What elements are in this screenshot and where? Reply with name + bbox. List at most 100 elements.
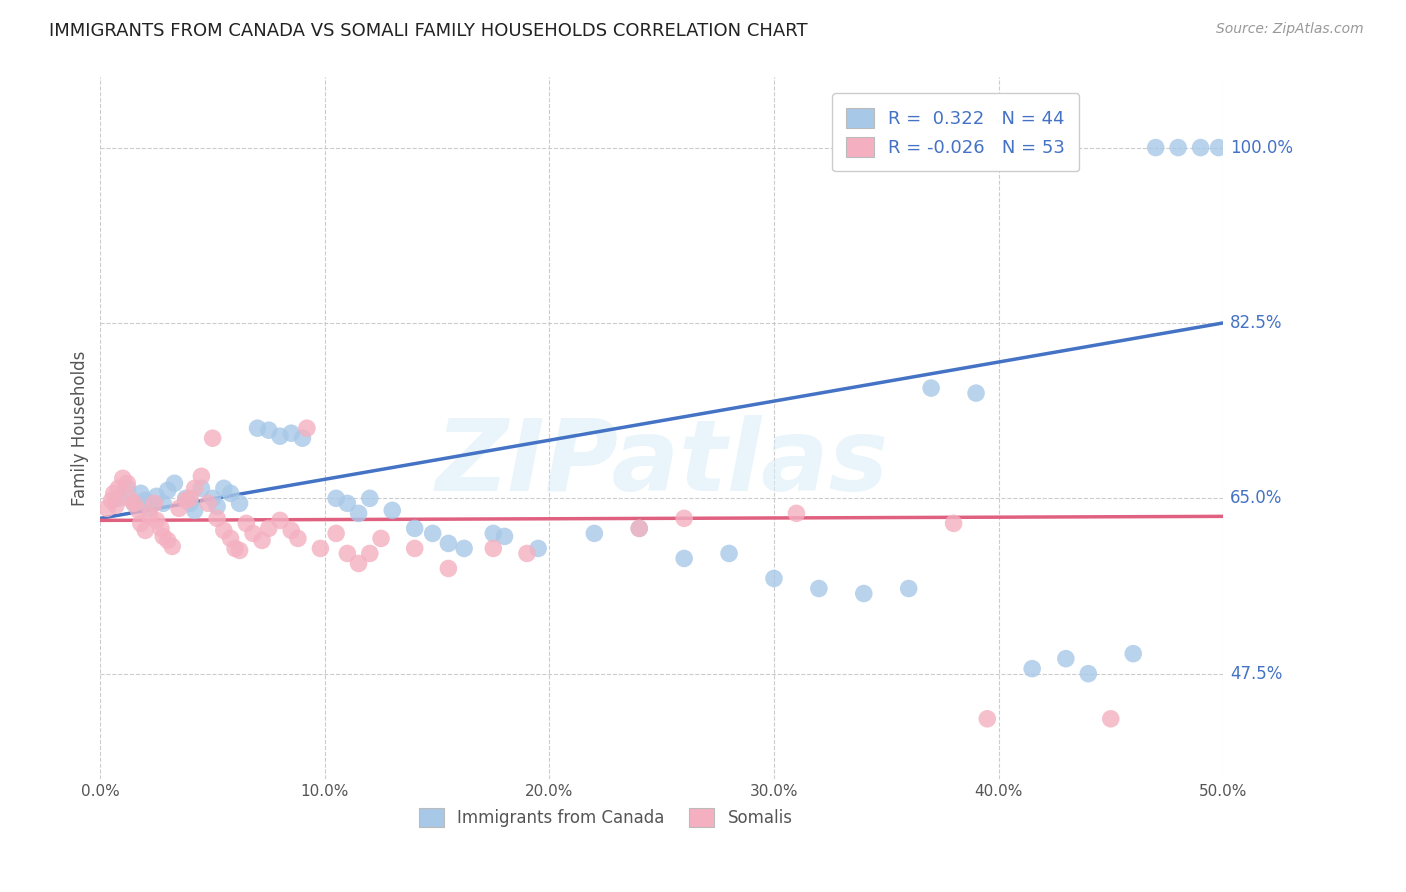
Point	[381, 503, 404, 517]
Point	[103, 486, 125, 500]
Text: 47.5%: 47.5%	[1230, 665, 1282, 682]
Point	[228, 496, 250, 510]
Point	[143, 496, 166, 510]
Point	[1077, 666, 1099, 681]
Point	[219, 486, 242, 500]
Point	[336, 496, 359, 510]
Point	[359, 491, 381, 506]
Point	[359, 546, 381, 560]
Point	[920, 381, 942, 395]
Point	[156, 483, 179, 498]
Point	[1167, 140, 1189, 154]
Point	[807, 582, 830, 596]
Point	[117, 476, 139, 491]
Point	[129, 486, 152, 500]
Point	[152, 496, 174, 510]
Text: 65.0%: 65.0%	[1230, 490, 1282, 508]
Point	[152, 529, 174, 543]
Point	[201, 431, 224, 445]
Point	[118, 491, 141, 506]
Point	[347, 507, 370, 521]
Point	[212, 481, 235, 495]
Point	[145, 513, 167, 527]
Point	[1054, 651, 1077, 665]
Point	[482, 526, 505, 541]
Point	[201, 491, 224, 506]
Text: Source: ZipAtlas.com: Source: ZipAtlas.com	[1216, 22, 1364, 37]
Point	[111, 471, 134, 485]
Point	[246, 421, 269, 435]
Point	[149, 521, 172, 535]
Point	[628, 521, 651, 535]
Point	[269, 513, 291, 527]
Point	[100, 493, 122, 508]
Y-axis label: Family Households: Family Households	[72, 351, 89, 506]
Legend: Immigrants from Canada, Somalis: Immigrants from Canada, Somalis	[412, 802, 799, 834]
Point	[257, 423, 280, 437]
Point	[212, 524, 235, 538]
Point	[1021, 662, 1043, 676]
Point	[370, 532, 392, 546]
Point	[404, 521, 426, 535]
Point	[976, 712, 998, 726]
Point	[494, 529, 516, 543]
Point	[129, 516, 152, 531]
Text: 82.5%: 82.5%	[1230, 314, 1282, 332]
Point	[1122, 647, 1144, 661]
Point	[718, 546, 741, 560]
Point	[96, 501, 118, 516]
Point	[228, 543, 250, 558]
Point	[179, 491, 201, 506]
Point	[163, 476, 186, 491]
Point	[197, 496, 219, 510]
Point	[205, 500, 228, 514]
Point	[762, 572, 785, 586]
Point	[325, 526, 347, 541]
Point	[295, 421, 318, 435]
Point	[437, 536, 460, 550]
Point	[128, 503, 150, 517]
Point	[219, 532, 242, 546]
Point	[139, 501, 162, 516]
Point	[145, 489, 167, 503]
Point	[107, 491, 129, 506]
Point	[183, 481, 205, 495]
Point	[183, 503, 205, 517]
Point	[942, 516, 965, 531]
Point	[1208, 140, 1230, 154]
Point	[291, 431, 314, 445]
Point	[190, 469, 212, 483]
Point	[897, 582, 920, 596]
Point	[325, 491, 347, 506]
Point	[205, 511, 228, 525]
Point	[583, 526, 606, 541]
Point	[250, 533, 273, 548]
Point	[482, 541, 505, 556]
Point	[673, 551, 696, 566]
Text: IMMIGRANTS FROM CANADA VS SOMALI FAMILY HOUSEHOLDS CORRELATION CHART: IMMIGRANTS FROM CANADA VS SOMALI FAMILY …	[49, 22, 808, 40]
Point	[309, 541, 332, 556]
Point	[235, 516, 257, 531]
Point	[347, 557, 370, 571]
Point	[105, 499, 128, 513]
Point	[174, 491, 197, 506]
Text: 100.0%: 100.0%	[1230, 138, 1292, 157]
Point	[437, 561, 460, 575]
Point	[269, 429, 291, 443]
Point	[107, 481, 129, 495]
Point	[134, 524, 156, 538]
Point	[336, 546, 359, 560]
Point	[785, 507, 807, 521]
Point	[287, 532, 309, 546]
Point	[160, 540, 183, 554]
Point	[117, 481, 139, 495]
Text: ZIPatlas: ZIPatlas	[434, 415, 889, 512]
Point	[257, 521, 280, 535]
Point	[453, 541, 475, 556]
Point	[134, 493, 156, 508]
Point	[1144, 140, 1167, 154]
Point	[1189, 140, 1212, 154]
Point	[156, 533, 179, 548]
Point	[422, 526, 444, 541]
Point	[122, 496, 145, 510]
